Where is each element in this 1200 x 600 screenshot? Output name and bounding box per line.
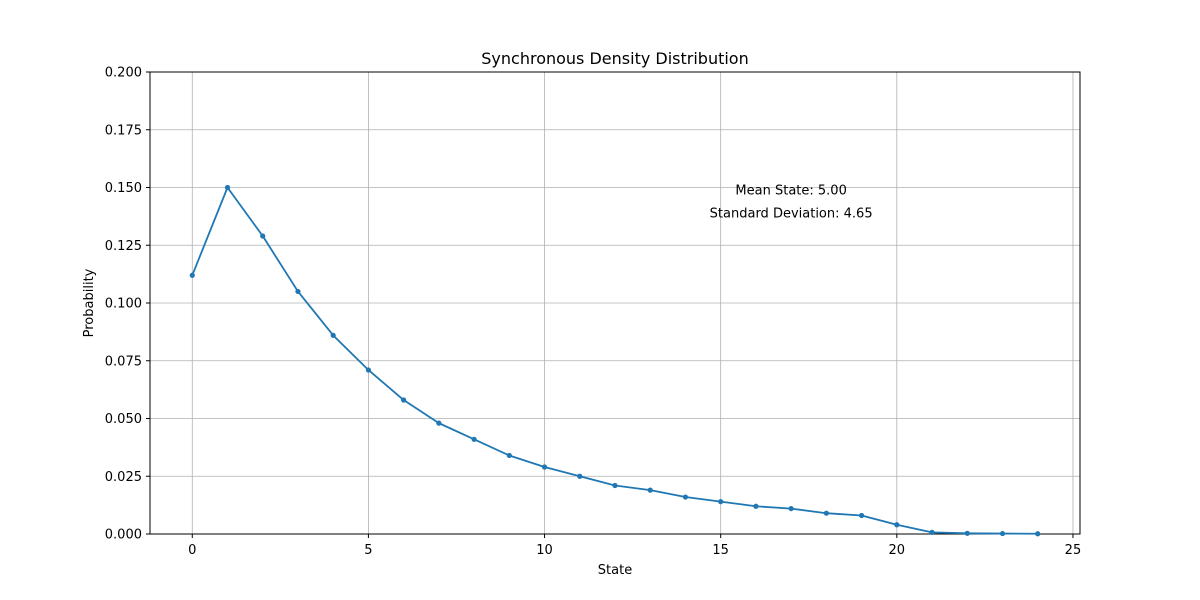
x-tick-label: 0 bbox=[188, 543, 196, 558]
y-tick-label: 0.050 bbox=[105, 412, 142, 427]
data-point bbox=[436, 420, 442, 426]
data-point bbox=[365, 367, 372, 373]
data-point bbox=[295, 288, 301, 295]
y-tick-label: 0.100 bbox=[105, 297, 142, 312]
data-point bbox=[471, 436, 477, 442]
data-point bbox=[260, 233, 266, 239]
data-point bbox=[541, 464, 548, 470]
x-tick-label: 20 bbox=[889, 543, 906, 558]
data-point bbox=[506, 452, 512, 459]
data-point bbox=[964, 530, 970, 536]
y-tick-label: 0.025 bbox=[105, 470, 142, 485]
data-point bbox=[929, 529, 935, 535]
y-tick-label: 0.175 bbox=[105, 123, 142, 138]
stat-annotation: Mean State: 5.00 bbox=[735, 183, 846, 198]
x-tick-label: 5 bbox=[364, 543, 372, 558]
axes-layer: 0 5 10 15 20 25 0.000 0.025 0.050 0.075 0.100 0.125… bbox=[105, 66, 1081, 559]
y-tick-label: 0.125 bbox=[105, 239, 142, 254]
y-tick-label: 0.150 bbox=[105, 181, 142, 196]
annotation-layer: Mean State: 5.00 Standard Deviation: 4.65 bbox=[710, 183, 873, 221]
data-point bbox=[1035, 531, 1041, 537]
data-point bbox=[823, 510, 829, 516]
data-point bbox=[612, 482, 618, 489]
stat-annotation: Standard Deviation: 4.65 bbox=[710, 207, 873, 222]
x-axis-label: State bbox=[598, 563, 632, 578]
x-tick-label: 25 bbox=[1065, 543, 1082, 558]
y-tick-label: 0.075 bbox=[105, 354, 142, 369]
data-point bbox=[718, 499, 724, 505]
x-tick-label: 10 bbox=[536, 543, 553, 558]
y-tick-label: 0.000 bbox=[105, 528, 142, 543]
data-point bbox=[577, 473, 583, 479]
y-axis-label: Probability bbox=[82, 268, 97, 337]
grid-layer bbox=[150, 71, 1080, 535]
data-point bbox=[682, 494, 689, 500]
data-point bbox=[330, 332, 336, 338]
data-point bbox=[858, 512, 865, 519]
data-point bbox=[647, 487, 653, 493]
chart-title: Synchronous Density Distribution bbox=[481, 49, 748, 68]
data-point bbox=[894, 522, 900, 528]
data-point bbox=[999, 530, 1006, 537]
y-tick-label: 0.200 bbox=[105, 66, 142, 81]
data-point bbox=[401, 397, 407, 403]
data-point bbox=[753, 503, 759, 509]
x-tick-label: 15 bbox=[712, 543, 729, 558]
series-layer bbox=[189, 184, 1041, 537]
data-point bbox=[189, 272, 195, 278]
data-point bbox=[224, 184, 231, 191]
data-point bbox=[788, 505, 794, 512]
